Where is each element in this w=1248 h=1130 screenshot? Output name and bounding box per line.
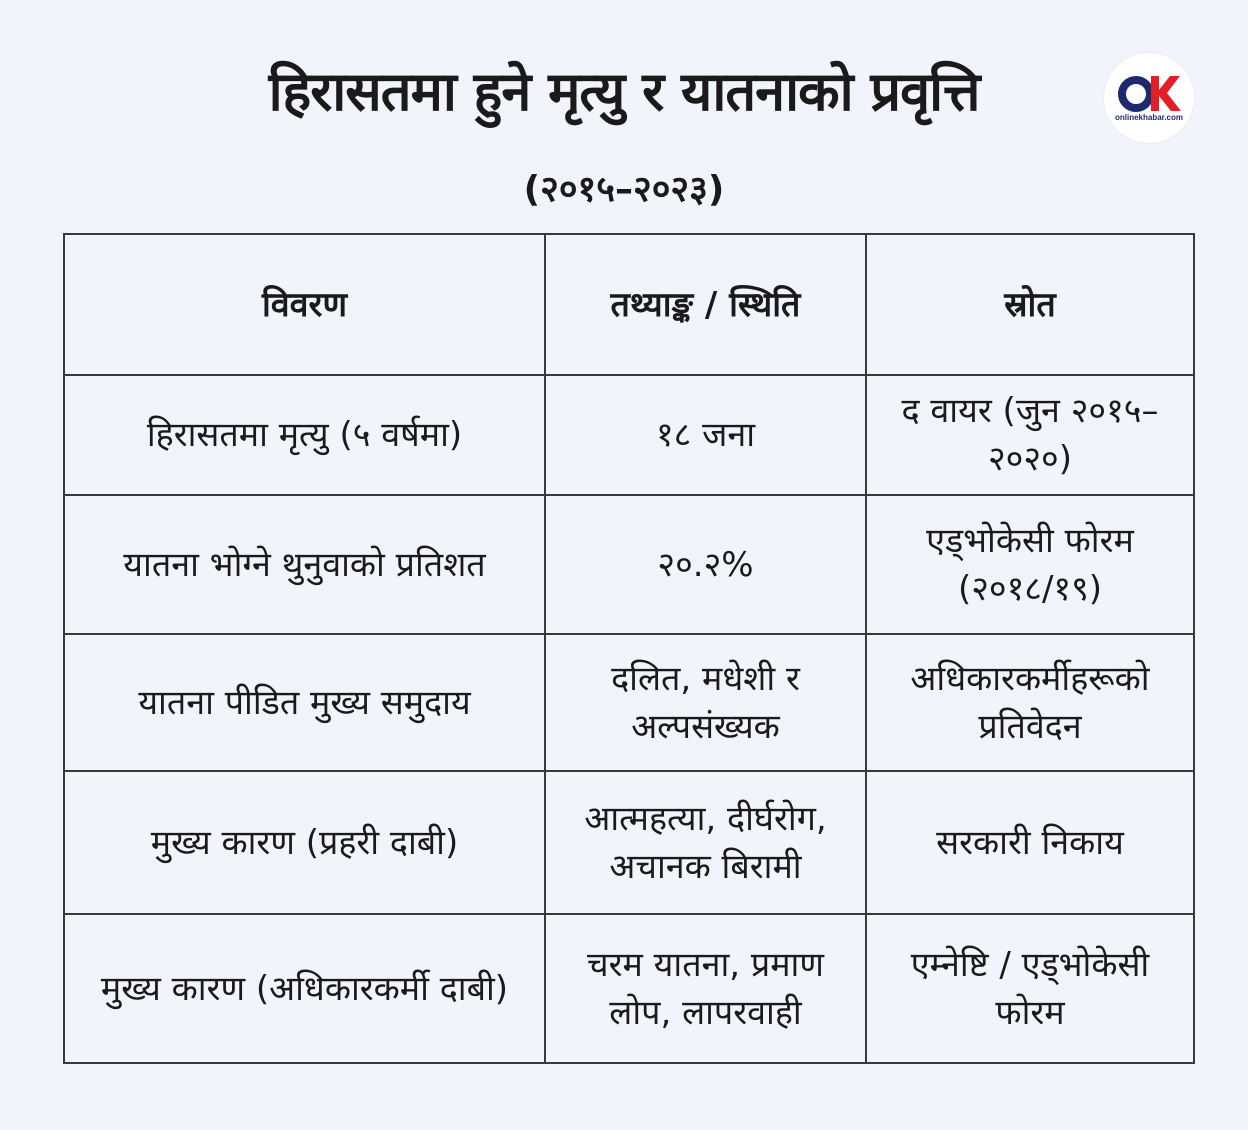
table-cell: आत्महत्या, दीर्घरोग, अचानक बिरामी xyxy=(544,770,867,915)
table-cell: यातना भोग्ने थुनुवाको प्रतिशत xyxy=(63,494,546,635)
logo-text: onlinekhabar.com xyxy=(1114,113,1184,122)
table-row: यातना भोग्ने थुनुवाको प्रतिशत २०.२% एड्भ… xyxy=(63,494,1195,635)
table-cell: २०.२% xyxy=(544,494,867,635)
table-cell: द वायर (जुन २०१५–२०२०) xyxy=(865,374,1195,496)
table-header-row: विवरण तथ्याङ्क / स्थिति स्रोत xyxy=(63,233,1195,376)
table-cell: दलित, मधेशी र अल्पसंख्यक xyxy=(544,633,867,772)
ok-logo-icon xyxy=(1118,76,1181,112)
onlinekhabar-logo: onlinekhabar.com xyxy=(1104,53,1194,143)
column-header-data-status: तथ्याङ्क / स्थिति xyxy=(544,233,867,376)
table-row: मुख्य कारण (अधिकारकर्मी दाबी) चरम यातना,… xyxy=(63,913,1195,1064)
table-cell: १८ जना xyxy=(544,374,867,496)
table-row: मुख्य कारण (प्रहरी दाबी) आत्महत्या, दीर्… xyxy=(63,770,1195,915)
table-cell: सरकारी निकाय xyxy=(865,770,1195,915)
table-row: हिरासतमा मृत्यु (५ वर्षमा) १८ जना द वायर… xyxy=(63,374,1195,496)
table-cell: हिरासतमा मृत्यु (५ वर्षमा) xyxy=(63,374,546,496)
column-header-source: स्रोत xyxy=(865,233,1195,376)
custody-death-table: विवरण तथ्याङ्क / स्थिति स्रोत हिरासतमा म… xyxy=(63,233,1195,1064)
table-cell: एम्नेष्टि / एड्भोकेसी फोरम xyxy=(865,913,1195,1064)
page-subtitle: (२०१५–२०२३) xyxy=(523,169,725,210)
table-cell: अधिकारकर्मीहरूको प्रतिवेदन xyxy=(865,633,1195,772)
table-row: यातना पीडित मुख्य समुदाय दलित, मधेशी र अ… xyxy=(63,633,1195,772)
table-cell: मुख्य कारण (अधिकारकर्मी दाबी) xyxy=(63,913,546,1064)
table-cell: यातना पीडित मुख्य समुदाय xyxy=(63,633,546,772)
table-cell: चरम यातना, प्रमाण लोप, लापरवाही xyxy=(544,913,867,1064)
page-title: हिरासतमा हुने मृत्यु र यातनाको प्रवृत्ति xyxy=(268,60,981,123)
column-header-description: विवरण xyxy=(63,233,546,376)
table-cell: एड्भोकेसी फोरम (२०१८/१९) xyxy=(865,494,1195,635)
table-cell: मुख्य कारण (प्रहरी दाबी) xyxy=(63,770,546,915)
